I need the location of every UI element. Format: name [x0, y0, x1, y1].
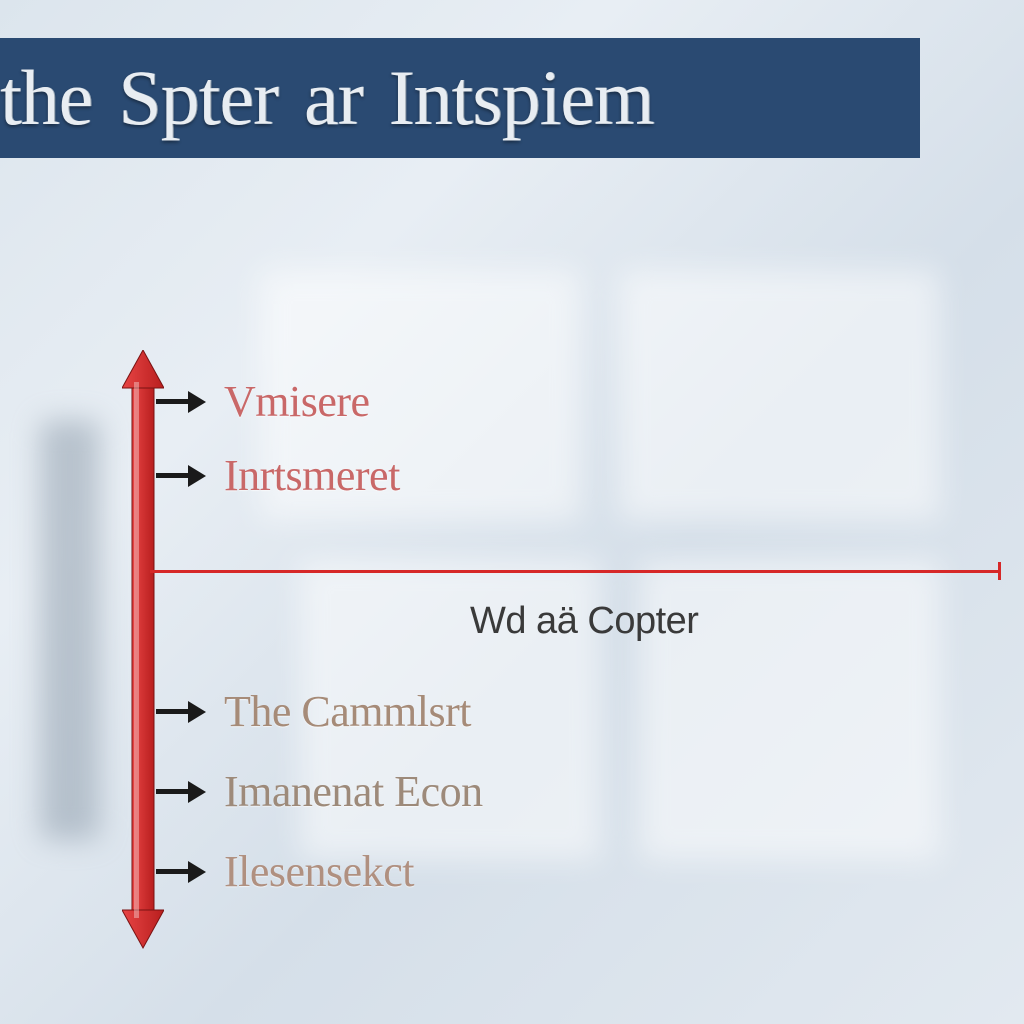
background-blur-box	[40, 420, 100, 840]
item-label: Inrtsmeret	[224, 450, 400, 501]
tick-line	[156, 473, 190, 478]
item-label: Vmisere	[224, 376, 370, 427]
title-word: Intspiem	[389, 53, 654, 143]
horizontal-axis-label: Wd aä Copter	[470, 600, 698, 643]
tick-arrow-icon	[188, 781, 206, 803]
title-word: ar	[304, 53, 363, 143]
tick-arrow-icon	[188, 465, 206, 487]
tick-arrow-icon	[188, 861, 206, 883]
list-item: The Cammlsrt	[156, 686, 471, 737]
title-word: Spter	[118, 53, 278, 143]
horizontal-divider-line	[150, 570, 1000, 573]
tick-line	[156, 789, 190, 794]
tick-line	[156, 709, 190, 714]
horizontal-divider-endtick	[998, 562, 1001, 580]
title-text: the Spterar Intspiem	[0, 53, 654, 143]
item-label: The Cammlsrt	[224, 686, 471, 737]
list-item: Ilesensekct	[156, 846, 414, 897]
infographic-canvas: the Spterar Intspiem Wd aä Copter Vmisere I…	[0, 0, 1024, 1024]
title-bar: the Spterar Intspiem	[0, 38, 920, 158]
background-blur-box	[620, 270, 940, 520]
tick-arrow-icon	[188, 391, 206, 413]
list-item: Inrtsmeret	[156, 450, 400, 501]
title-word: the	[0, 53, 92, 143]
list-item: Vmisere	[156, 376, 370, 427]
tick-line	[156, 869, 190, 874]
item-label: Ilesensekct	[224, 846, 414, 897]
tick-line	[156, 399, 190, 404]
list-item: Imanenat Econ	[156, 766, 483, 817]
tick-arrow-icon	[188, 701, 206, 723]
item-label: Imanenat Econ	[224, 766, 483, 817]
